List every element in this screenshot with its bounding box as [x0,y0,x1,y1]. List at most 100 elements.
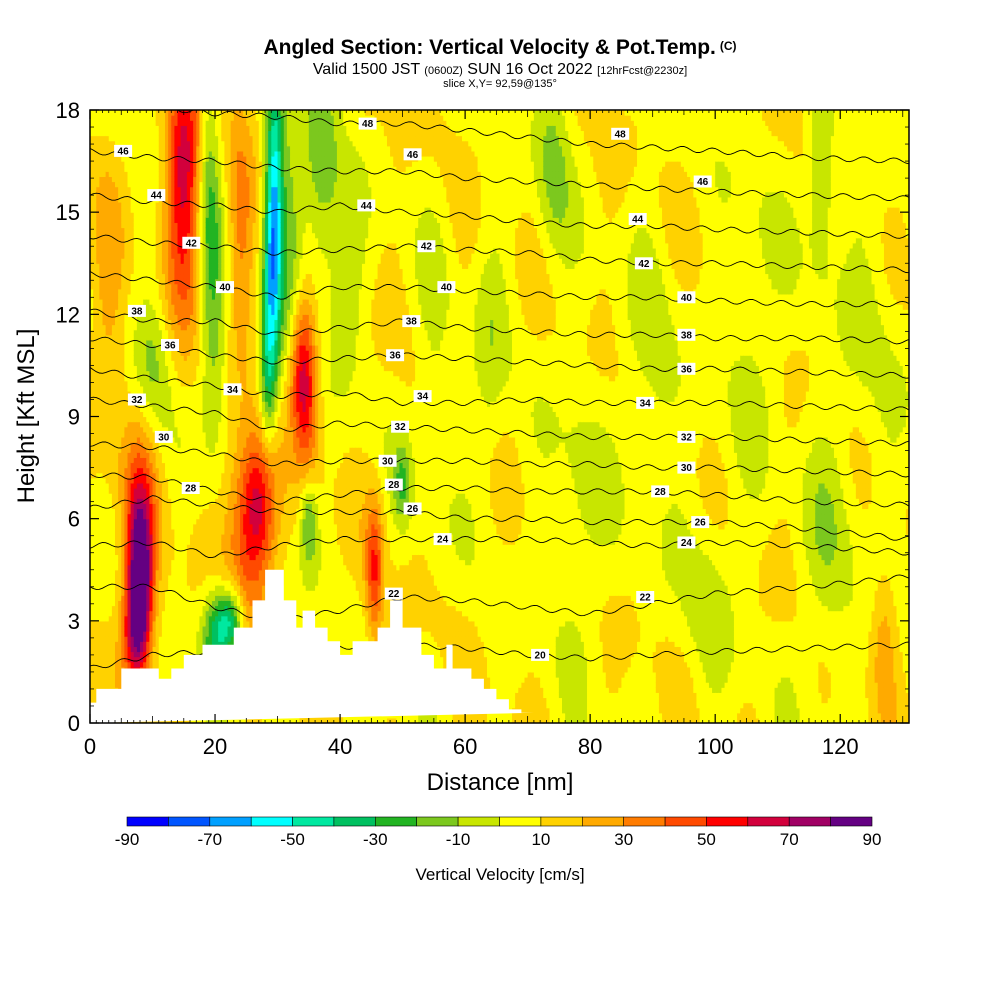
velocity-cell [108,166,113,172]
velocity-cell [152,436,157,443]
velocity-cell [136,523,141,530]
velocity-cell [90,569,94,576]
velocity-cell [124,426,129,433]
velocity-cell [90,625,94,632]
velocity-cell [161,390,166,397]
velocity-cell [115,268,119,275]
velocity-cell [165,288,169,295]
velocity-cell [133,518,138,525]
velocity-cell [127,181,132,188]
velocity-cell [124,600,129,607]
velocity-cell [124,564,129,571]
velocity-cell [165,421,169,428]
velocity-cell [165,533,169,540]
velocity-cell [133,641,138,647]
velocity-cell [143,416,147,423]
velocity-cell [152,222,157,229]
velocity-cell [121,339,125,346]
velocity-cell [146,222,150,229]
velocity-cell [111,385,116,392]
velocity-cell [161,207,166,213]
velocity-cell [140,651,144,658]
velocity-cell [118,488,122,494]
velocity-cell [108,590,113,596]
velocity-cell [102,651,107,658]
velocity-cell [161,406,166,412]
velocity-cell [99,150,104,157]
velocity-cell [111,472,116,479]
velocity-cell [111,585,116,591]
velocity-cell [124,646,129,653]
velocity-cell [115,513,119,520]
velocity-cell [158,263,163,269]
velocity-cell [133,636,138,642]
velocity-cell [118,196,122,203]
velocity-cell [118,396,122,402]
velocity-cell [152,457,157,464]
velocity-cell [133,299,138,305]
velocity-cell [143,605,147,612]
velocity-cell [165,329,169,336]
velocity-cell [90,436,94,443]
velocity-cell [96,263,100,269]
velocity-cell [127,140,132,147]
velocity-cell [161,110,166,116]
velocity-cell [136,585,141,591]
velocity-cell [108,436,113,443]
velocity-cell [124,595,129,601]
velocity-cell [152,201,157,208]
velocity-cell [133,544,138,550]
velocity-cell [96,671,100,678]
velocity-cell [118,620,122,627]
velocity-cell [136,636,141,642]
velocity-cell [115,682,119,688]
velocity-cell [155,339,160,346]
velocity-cell [124,130,129,137]
velocity-cell [93,533,97,540]
velocity-cell [118,360,122,367]
velocity-cell [121,329,125,336]
velocity-cell [99,176,104,183]
velocity-cell [158,585,163,591]
velocity-cell [105,579,110,586]
velocity-cell [152,656,157,663]
velocity-cell [118,263,122,269]
velocity-cell [161,488,166,494]
velocity-cell [115,299,119,305]
velocity-cell [143,472,147,479]
velocity-cell [102,196,107,203]
velocity-cell [99,258,104,264]
velocity-cell [155,539,160,545]
velocity-cell [152,472,157,479]
velocity-cell [96,186,100,193]
velocity-cell [158,201,163,208]
velocity-cell [158,528,163,535]
velocity-cell [121,155,125,162]
velocity-cell [130,615,135,622]
velocity-cell [161,263,166,269]
velocity-cell [102,508,107,515]
velocity-cell [115,656,119,663]
velocity-cell [140,549,144,556]
velocity-cell [161,350,166,356]
velocity-cell [96,457,100,464]
velocity-cell [99,171,104,178]
velocity-cell [158,574,163,581]
velocity-cell [149,212,154,218]
velocity-cell [161,155,166,162]
velocity-cell [130,110,135,116]
velocity-cell [102,344,107,351]
velocity-cell [143,421,147,428]
velocity-cell [140,299,144,305]
velocity-cell [118,421,122,428]
velocity-cell [161,452,166,458]
velocity-cell [146,590,150,596]
velocity-cell [111,309,116,315]
velocity-cell [105,493,110,499]
velocity-cell [130,610,135,617]
velocity-cell [127,493,132,499]
velocity-cell [146,390,150,397]
velocity-cell [133,447,138,453]
velocity-cell [165,401,169,407]
velocity-cell [121,176,125,183]
